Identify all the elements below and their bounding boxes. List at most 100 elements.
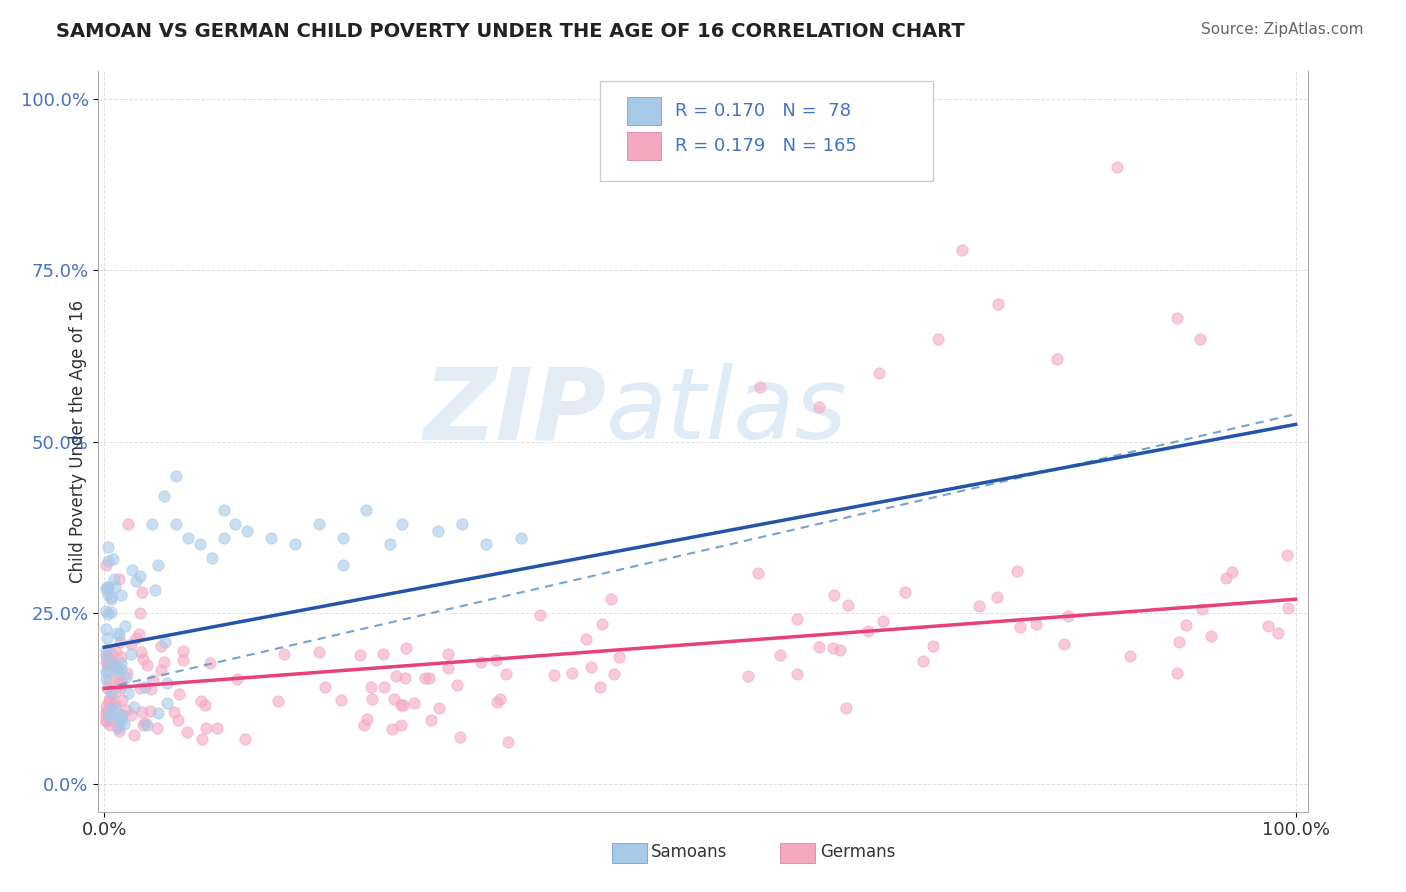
Point [1118, 649, 1140, 664]
Point [97, 587, 120, 601]
Point [120, 647, 142, 661]
Point [419, 713, 441, 727]
Point [96, 631, 118, 645]
Point [94, 706, 117, 720]
Point [94, 643, 117, 657]
Point [1277, 601, 1299, 615]
Point [356, 503, 378, 517]
Point [97, 580, 120, 594]
Point [167, 714, 190, 728]
Point [97, 607, 120, 621]
Point [747, 566, 769, 580]
Point [110, 711, 132, 725]
Point [437, 661, 460, 675]
Point [402, 696, 425, 710]
Point [395, 641, 418, 656]
Point [165, 468, 187, 483]
Point [446, 678, 468, 692]
Point [114, 618, 136, 632]
Point [110, 681, 132, 695]
Point [371, 647, 394, 661]
Point [96, 650, 118, 665]
Point [1267, 626, 1289, 640]
Point [837, 599, 859, 613]
Point [98, 693, 121, 707]
Point [96, 580, 118, 594]
Point [418, 672, 440, 686]
Point [101, 656, 124, 670]
Point [950, 243, 973, 257]
Point [856, 624, 879, 638]
Point [96, 662, 118, 676]
Point [195, 722, 218, 736]
Point [100, 646, 122, 660]
Point [100, 591, 122, 606]
Point [609, 650, 631, 665]
Point [821, 641, 844, 656]
Point [188, 537, 211, 551]
Point [543, 668, 565, 682]
Point [172, 644, 194, 658]
Point [384, 669, 406, 683]
Point [1174, 618, 1197, 632]
Point [94, 708, 117, 723]
Point [1220, 565, 1243, 579]
Point [382, 691, 405, 706]
Point [1056, 608, 1078, 623]
Point [96, 582, 118, 596]
Point [267, 694, 290, 708]
Point [122, 700, 145, 714]
Point [427, 701, 450, 715]
Point [1046, 352, 1069, 367]
FancyBboxPatch shape [600, 81, 932, 181]
Point [167, 687, 190, 701]
Point [129, 645, 152, 659]
Point [510, 531, 533, 545]
Point [94, 604, 117, 618]
Point [121, 563, 143, 577]
Point [808, 401, 831, 415]
Point [110, 693, 132, 707]
Point [330, 693, 353, 707]
Point [349, 648, 371, 662]
Point [142, 673, 165, 688]
Point [125, 631, 148, 645]
Point [94, 622, 117, 636]
Point [96, 704, 118, 718]
Point [96, 714, 118, 728]
Point [110, 650, 132, 665]
Point [748, 380, 770, 394]
Point [103, 684, 125, 698]
Point [176, 725, 198, 739]
Point [529, 608, 551, 623]
Point [98, 695, 121, 709]
Point [589, 680, 612, 694]
Point [190, 694, 212, 708]
Point [561, 666, 583, 681]
Point [1215, 571, 1237, 585]
Point [150, 663, 173, 677]
Point [380, 537, 402, 551]
Point [98, 673, 121, 687]
Point [911, 654, 934, 668]
Point [98, 718, 121, 732]
Point [485, 653, 508, 667]
Point [134, 715, 156, 730]
Point [413, 671, 436, 685]
Point [110, 714, 132, 728]
Point [136, 718, 159, 732]
Point [100, 708, 122, 723]
Point [110, 675, 132, 690]
Point [128, 606, 150, 620]
Point [129, 569, 152, 583]
Point [94, 558, 117, 572]
Point [146, 722, 169, 736]
Point [132, 652, 155, 666]
Point [737, 669, 759, 683]
Text: atlas: atlas [606, 363, 848, 460]
Point [110, 662, 132, 676]
Point [111, 708, 134, 723]
Point [103, 697, 125, 711]
Point [224, 516, 246, 531]
Point [98, 702, 121, 716]
